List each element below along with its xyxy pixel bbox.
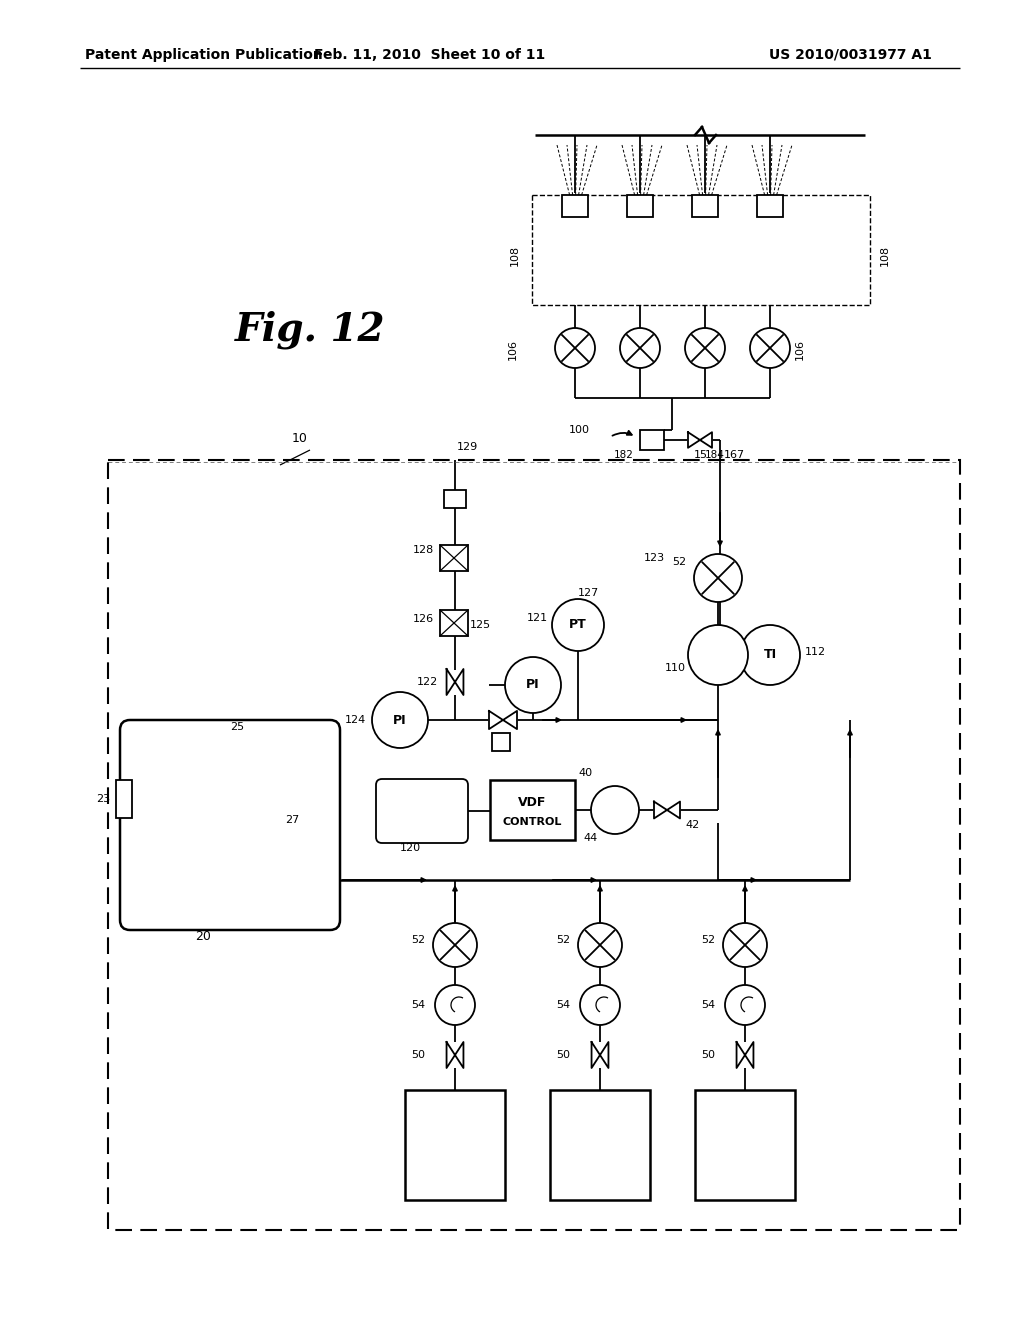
Text: 184: 184: [705, 450, 725, 459]
Polygon shape: [736, 1041, 754, 1068]
Circle shape: [372, 692, 428, 748]
Text: 123: 123: [644, 553, 665, 564]
Text: 100: 100: [569, 425, 590, 436]
Circle shape: [591, 785, 639, 834]
Text: 182: 182: [614, 450, 634, 459]
FancyBboxPatch shape: [120, 719, 340, 931]
Text: 167: 167: [724, 450, 745, 459]
Text: 23: 23: [96, 795, 110, 804]
Circle shape: [552, 599, 604, 651]
Text: Patent Application Publication: Patent Application Publication: [85, 48, 323, 62]
Text: Fig. 12: Fig. 12: [234, 310, 385, 350]
Text: 112: 112: [805, 647, 826, 657]
Circle shape: [555, 327, 595, 368]
Text: TI: TI: [764, 648, 776, 661]
Polygon shape: [446, 1041, 464, 1068]
Text: 121: 121: [527, 612, 548, 623]
Circle shape: [725, 985, 765, 1026]
Bar: [695, 1090, 795, 1200]
Text: 15: 15: [694, 450, 708, 459]
Text: 54: 54: [700, 1001, 715, 1010]
Text: CONTROL: CONTROL: [503, 817, 562, 828]
Text: PT: PT: [569, 619, 587, 631]
Bar: [108, 459, 961, 1230]
Text: 50: 50: [411, 1049, 425, 1060]
Bar: [440, 610, 468, 636]
Bar: [444, 490, 466, 508]
Text: 127: 127: [578, 587, 599, 598]
Text: 52: 52: [411, 935, 425, 945]
Bar: [692, 195, 718, 216]
Text: 54: 54: [411, 1001, 425, 1010]
Polygon shape: [489, 711, 517, 729]
Circle shape: [433, 923, 477, 968]
Text: 128: 128: [413, 545, 434, 554]
Text: 52: 52: [556, 935, 570, 945]
Text: 125: 125: [470, 620, 492, 630]
Bar: [440, 545, 468, 572]
Bar: [627, 195, 653, 216]
Bar: [406, 1090, 505, 1200]
Circle shape: [435, 985, 475, 1026]
Bar: [490, 780, 575, 840]
Polygon shape: [446, 669, 464, 696]
Text: 122: 122: [417, 677, 438, 686]
Circle shape: [694, 554, 742, 602]
Text: PI: PI: [393, 714, 407, 726]
Circle shape: [750, 327, 790, 368]
Text: Feb. 11, 2010  Sheet 10 of 11: Feb. 11, 2010 Sheet 10 of 11: [314, 48, 546, 62]
Text: 27: 27: [285, 814, 299, 825]
Bar: [492, 733, 510, 751]
Text: 52: 52: [672, 557, 686, 568]
Bar: [550, 1090, 650, 1200]
Text: 124: 124: [345, 715, 366, 725]
Bar: [640, 430, 664, 450]
Text: 44: 44: [584, 833, 598, 843]
Text: 50: 50: [556, 1049, 570, 1060]
FancyBboxPatch shape: [376, 779, 468, 843]
Bar: [757, 195, 783, 216]
Circle shape: [723, 923, 767, 968]
Polygon shape: [654, 801, 680, 818]
Circle shape: [580, 985, 620, 1026]
Text: 42: 42: [685, 820, 699, 830]
Text: VDF: VDF: [518, 796, 547, 808]
Text: 40: 40: [578, 768, 592, 777]
Circle shape: [505, 657, 561, 713]
Circle shape: [688, 624, 748, 685]
Bar: [562, 195, 588, 216]
Text: 110: 110: [665, 663, 686, 673]
Text: 126: 126: [413, 614, 434, 624]
Bar: [532, 195, 870, 305]
Text: 120: 120: [400, 843, 421, 853]
Bar: [116, 780, 132, 818]
Text: 10: 10: [292, 432, 308, 445]
Text: PI: PI: [526, 678, 540, 692]
Text: 129: 129: [457, 442, 478, 451]
Text: 52: 52: [700, 935, 715, 945]
Text: 108: 108: [510, 244, 520, 265]
Text: 106: 106: [795, 339, 805, 360]
Text: 108: 108: [880, 244, 890, 265]
Circle shape: [685, 327, 725, 368]
Text: 106: 106: [508, 339, 518, 360]
Text: 50: 50: [701, 1049, 715, 1060]
Text: 25: 25: [230, 722, 244, 733]
Text: 20: 20: [195, 931, 211, 942]
Circle shape: [620, 327, 660, 368]
Polygon shape: [592, 1041, 608, 1068]
Text: 54: 54: [556, 1001, 570, 1010]
Circle shape: [740, 624, 800, 685]
Polygon shape: [688, 432, 712, 447]
Circle shape: [578, 923, 622, 968]
Text: US 2010/0031977 A1: US 2010/0031977 A1: [769, 48, 932, 62]
